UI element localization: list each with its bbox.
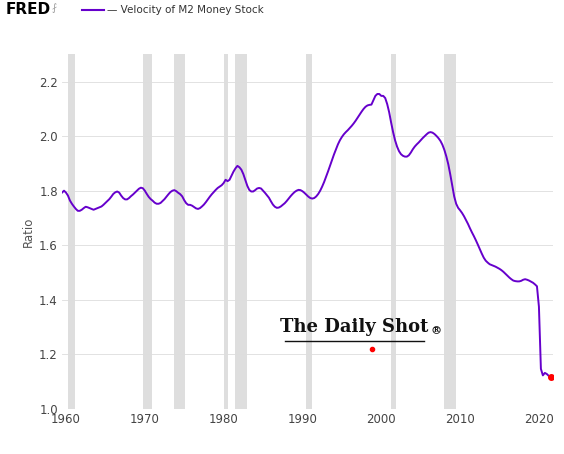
Text: ⨏: ⨏ bbox=[52, 3, 57, 13]
Text: FRED: FRED bbox=[6, 2, 51, 17]
Text: — Velocity of M2 Money Stock: — Velocity of M2 Money Stock bbox=[107, 5, 264, 15]
Bar bbox=[390, 54, 396, 409]
Text: ®: ® bbox=[430, 325, 441, 336]
Bar bbox=[224, 54, 227, 409]
Text: The Daily Shot: The Daily Shot bbox=[280, 318, 428, 336]
Y-axis label: Ratio: Ratio bbox=[22, 217, 35, 247]
Bar bbox=[235, 54, 246, 409]
Bar bbox=[174, 54, 185, 409]
Bar bbox=[143, 54, 152, 409]
Bar bbox=[444, 54, 456, 409]
Bar bbox=[306, 54, 312, 409]
Bar bbox=[68, 54, 75, 409]
